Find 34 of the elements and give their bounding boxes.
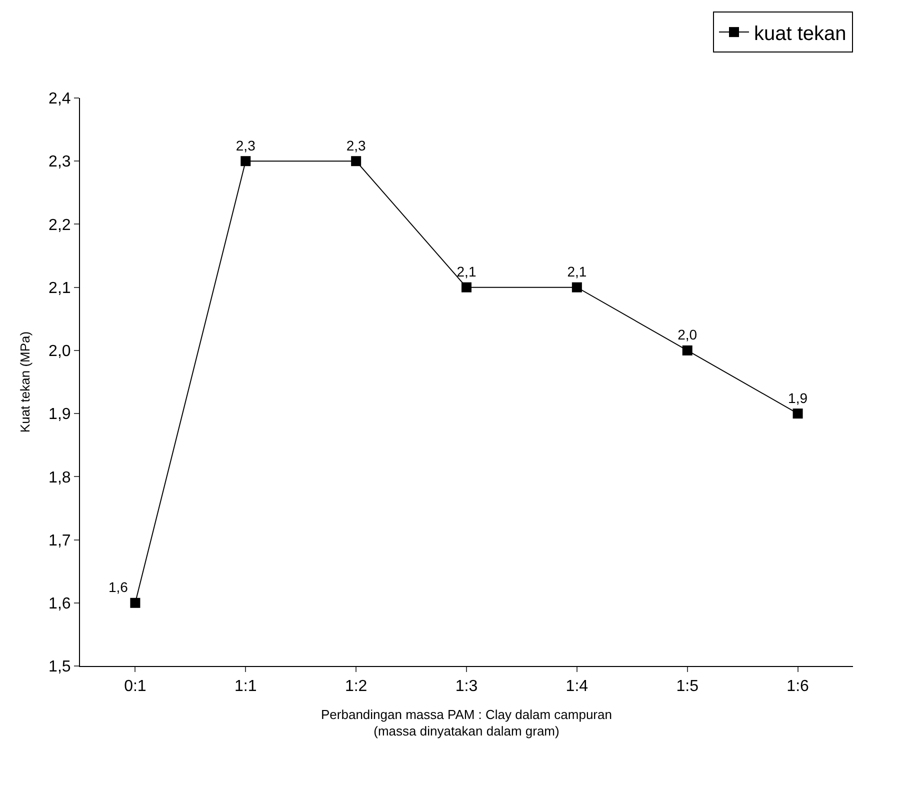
y-tick-label: 2,3 bbox=[48, 154, 71, 171]
data-label: 1,6 bbox=[108, 579, 128, 596]
y-tick-label: 1,7 bbox=[48, 532, 71, 550]
data-label: 1,9 bbox=[788, 390, 808, 406]
x-tick-label: 1:2 bbox=[344, 678, 368, 696]
y-tick-label: 1,9 bbox=[48, 406, 71, 424]
point bbox=[792, 408, 803, 419]
y-tick-label: 1,5 bbox=[48, 658, 71, 676]
data-label: 2,1 bbox=[456, 264, 476, 280]
y-tick-label: 1,6 bbox=[48, 595, 71, 612]
x-tick-label: 1:1 bbox=[234, 678, 257, 696]
point bbox=[130, 598, 140, 608]
x-axis-title: Perbandingan massa PAM : Clay dalam campuran (massa dinyatakan dalam gram) bbox=[321, 706, 612, 739]
y-tick-label: 1,8 bbox=[48, 469, 71, 486]
x-tick-label: 0:1 bbox=[124, 678, 146, 696]
data-label: 2,3 bbox=[346, 137, 366, 154]
legend-label: kuat tekan bbox=[754, 22, 846, 45]
y-tick-label: 2,0 bbox=[48, 343, 71, 360]
x-tick-label: 1:6 bbox=[786, 678, 810, 696]
point bbox=[572, 282, 582, 292]
data-label: 2,0 bbox=[678, 326, 698, 343]
y-tick-label: 2,2 bbox=[48, 216, 71, 234]
data-label: 2,3 bbox=[236, 137, 256, 154]
point bbox=[682, 345, 692, 356]
point bbox=[240, 156, 251, 166]
y-axis-title: Kuat tekan (MPa) bbox=[18, 331, 32, 433]
point bbox=[462, 282, 472, 292]
x-tick-label: 1:3 bbox=[455, 678, 478, 696]
data-label: 2,1 bbox=[567, 264, 587, 280]
y-tick-label: 2,1 bbox=[48, 280, 71, 297]
point bbox=[351, 156, 362, 166]
y-tick-label: 2,4 bbox=[48, 90, 71, 108]
x-tick-label: 1:5 bbox=[676, 678, 699, 696]
x-tick-label: 1:4 bbox=[566, 678, 588, 696]
